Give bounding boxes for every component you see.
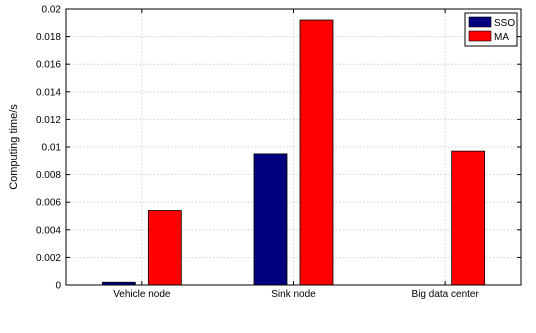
y-tick-label: 0.014 — [36, 87, 61, 98]
y-tick-label: 0.004 — [36, 225, 61, 236]
y-tick-label: 0.01 — [42, 143, 62, 154]
y-tick-label: 0.02 — [42, 5, 62, 16]
bar-sso-sink-node — [253, 153, 288, 286]
x-category-label: Sink node — [271, 289, 316, 300]
x-category-label: Big data center — [412, 289, 480, 300]
x-category-label: Vehicle node — [113, 289, 171, 300]
bar-ma-sink-node — [299, 19, 334, 286]
y-tick-label: 0.012 — [36, 115, 61, 126]
y-tick-label: 0.006 — [36, 198, 61, 209]
legend: SSO MA — [464, 12, 518, 47]
y-tick-label: 0.018 — [36, 32, 61, 43]
legend-swatch-ma — [468, 30, 492, 42]
y-tick-label: 0 — [55, 281, 61, 292]
bars — [101, 19, 486, 286]
bar-ma-big-data-center — [451, 150, 486, 286]
bar-ma-vehicle-node — [147, 210, 182, 286]
y-tick-label: 0.002 — [36, 253, 61, 264]
grid-lines — [66, 9, 521, 285]
legend-swatch-sso — [468, 16, 492, 28]
y-tick-label: 0.008 — [36, 170, 61, 181]
y-tick-label: 0.016 — [36, 60, 61, 71]
axis-ticks: 0 0.002 0.004 0.006 0.008 0.01 0.012 0.014 0.016… — [36, 5, 521, 300]
legend-label-ma: MA — [494, 32, 509, 43]
legend-label-sso: SSO — [494, 18, 515, 29]
y-axis-label: Computing time/s — [8, 104, 20, 190]
